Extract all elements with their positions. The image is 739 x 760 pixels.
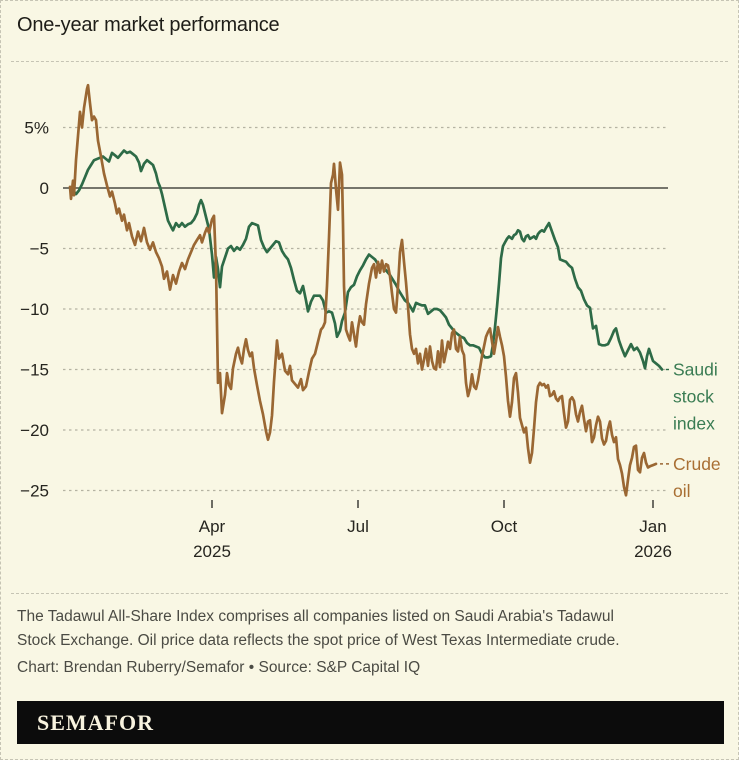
semafor-logo-bar: SEMAFOR <box>17 701 724 744</box>
y-axis-label--5: −5 <box>30 240 49 259</box>
y-axis-label--10: −10 <box>20 300 49 319</box>
y-axis-label--20: −20 <box>20 421 49 440</box>
x-axis-label-Jan: Jan <box>639 517 666 536</box>
saudi-stock-index-label-3: index <box>673 414 715 434</box>
footnote-line-2: Stock Exchange. Oil price data reflects … <box>17 632 620 649</box>
x-axis-label-Oct: Oct <box>491 517 518 536</box>
crude-oil-line <box>68 83 658 497</box>
x-axis-sublabel-2026: 2026 <box>634 542 672 561</box>
y-axis-label-0: 0 <box>40 179 49 198</box>
y-axis-label--15: −15 <box>20 361 49 380</box>
y-axis-label--25: −25 <box>20 482 49 501</box>
chart-footnote: The Tadawul All-Share Index comprises al… <box>17 605 724 653</box>
x-axis-label-Apr: Apr <box>199 517 226 536</box>
market-performance-chart: 5% 0 −5 −10 −15 −20 −25 Apr 2025 Jul Oct Jan 2026 Sau… <box>20 83 721 561</box>
crude-oil-label-2: oil <box>673 481 691 501</box>
saudi-stock-index-line <box>68 149 664 371</box>
saudi-stock-index-label-2: stock <box>673 387 714 407</box>
saudi-stock-index-label-1: Saudi <box>673 360 718 380</box>
semafor-logo: SEMAFOR <box>37 709 154 735</box>
x-axis-sublabel-2025: 2025 <box>193 542 231 561</box>
x-axis-label-Jul: Jul <box>347 517 369 536</box>
footer-divider <box>11 593 728 594</box>
footnote-line-1: The Tadawul All-Share Index comprises al… <box>17 608 614 625</box>
chart-title: One-year market performance <box>17 14 280 36</box>
y-axis-label-5: 5% <box>24 119 49 138</box>
chart-credit: Chart: Brendan Ruberry/Semafor • Source:… <box>17 659 421 676</box>
title-divider <box>11 61 728 62</box>
crude-oil-label-1: Crude <box>673 454 721 474</box>
